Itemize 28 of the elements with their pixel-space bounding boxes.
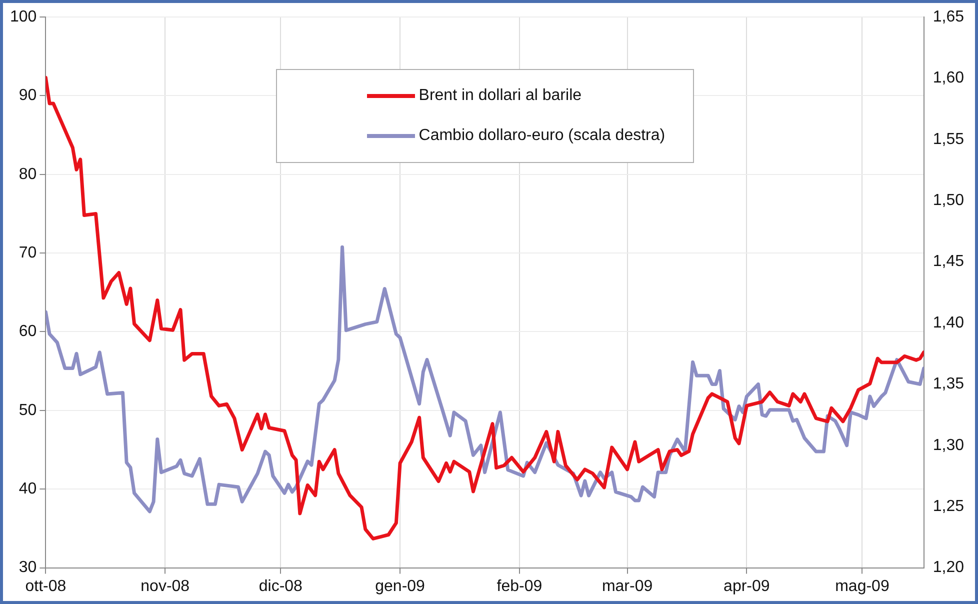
y2-tick-label: 1,25 [932, 498, 964, 516]
legend-label: Cambio dollaro-euro (scala destra) [418, 127, 666, 145]
x-tick-label: gen-09 [375, 578, 426, 595]
x-tick-label: dic-08 [258, 578, 303, 595]
y-tick-label: 90 [18, 87, 37, 104]
y-tick-label: 50 [18, 402, 37, 419]
y-tick-label: 30 [18, 559, 37, 576]
y-tick-label: 70 [18, 244, 37, 262]
y-tick-label: 100 [10, 8, 37, 26]
legend-label: Brent in dollari al barile [418, 87, 582, 105]
y2-tick-label: 1,20 [932, 559, 964, 576]
y2-tick-label: 1,30 [932, 436, 964, 454]
y2-tick-label: 1,40 [932, 314, 964, 332]
x-tick-label: mag-09 [835, 578, 890, 595]
y2-tick-label: 1,55 [932, 130, 964, 148]
y-tick-label: 40 [18, 480, 37, 498]
x-tick-label: mar-09 [602, 578, 653, 595]
y-tick-label: 60 [18, 323, 37, 340]
x-tick-label: nov-08 [140, 578, 190, 595]
y2-tick-label: 1,60 [932, 70, 964, 87]
x-tick-label: ott-08 [25, 578, 66, 595]
y2-tick-label: 1,45 [932, 253, 964, 270]
x-tick-label: feb-09 [496, 578, 542, 595]
x-tick-label: apr-09 [724, 578, 770, 595]
y2-tick-label: 1,50 [932, 192, 964, 210]
y2-tick-label: 1,35 [932, 376, 964, 393]
y2-tick-label: 1,65 [932, 8, 964, 26]
y-tick-label: 80 [18, 166, 37, 183]
